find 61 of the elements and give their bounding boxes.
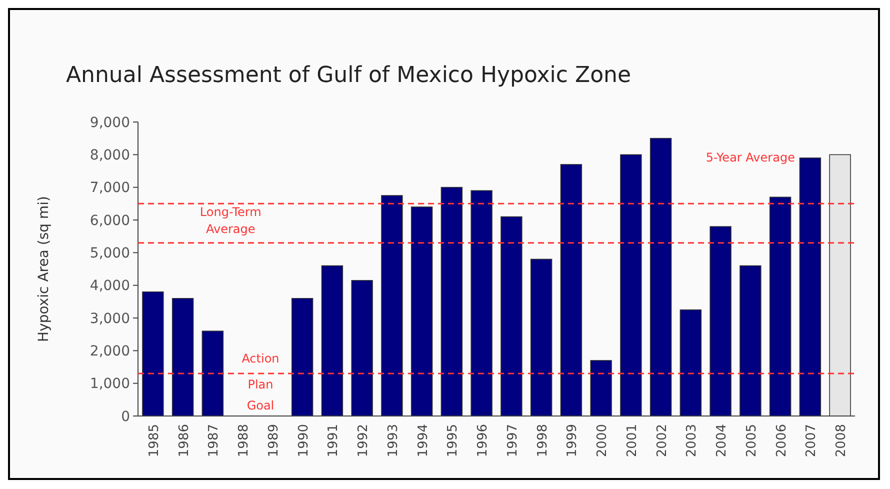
- bar: [381, 195, 403, 416]
- bar: [351, 280, 373, 416]
- x-tick-label: 2001: [624, 424, 640, 458]
- x-tick-label: 1992: [356, 424, 372, 458]
- bar: [769, 196, 792, 416]
- y-tick-label: 1,000: [90, 376, 130, 392]
- bar: [142, 291, 164, 416]
- bar: [172, 298, 194, 416]
- x-tick-label: 1998: [535, 424, 550, 458]
- bar: [740, 265, 762, 416]
- bar: [620, 154, 642, 416]
- x-tick-label: 1989: [266, 424, 282, 458]
- bar: [680, 309, 702, 416]
- x-tick-label: 2005: [744, 424, 760, 458]
- x-tick-label: 2003: [684, 424, 700, 458]
- x-tick-label: 1991: [326, 424, 342, 458]
- x-tick-label: 1997: [505, 424, 520, 458]
- bar: [710, 226, 732, 416]
- bar: [321, 265, 344, 416]
- x-tick-label: 1988: [236, 424, 252, 458]
- bar: [410, 206, 433, 416]
- ref-line-label: Action Plan Goal: [242, 352, 280, 413]
- x-tick-label: 1996: [476, 424, 491, 458]
- y-tick-label: 2,000: [90, 344, 130, 360]
- chart-title: Annual Assessment of Gulf of Mexico Hypoxic Zone: [66, 63, 632, 88]
- bar: [650, 138, 672, 416]
- bar: [500, 216, 522, 416]
- bar: [590, 360, 612, 416]
- x-tick-label: 1999: [565, 424, 580, 458]
- x-tick-label: 1993: [386, 424, 401, 458]
- x-tick-label: 1987: [206, 424, 222, 458]
- x-tick-label: 1994: [416, 424, 431, 458]
- y-tick-label: 9,000: [90, 114, 130, 131]
- x-tick-label: 1985: [146, 424, 162, 458]
- x-tick-label: 1990: [296, 424, 312, 458]
- y-tick-label: 6,000: [90, 212, 130, 229]
- y-tick-label: 7,000: [90, 180, 130, 196]
- y-tick-label: 0: [121, 408, 130, 425]
- bar: [560, 164, 582, 416]
- bar: [291, 298, 314, 416]
- bar: [440, 186, 463, 416]
- bar: [799, 158, 822, 416]
- bar: [202, 330, 224, 416]
- x-tick-label: 1995: [446, 424, 461, 458]
- x-tick-label: 2007: [804, 424, 820, 458]
- y-axis-title: Hypoxic Area (sq mi): [36, 196, 52, 342]
- bar: [470, 190, 492, 416]
- y-tick-label: 8,000: [90, 148, 130, 164]
- y-tick-label: 4,000: [90, 278, 130, 294]
- x-tick-label: 2000: [595, 424, 610, 458]
- x-tick-label: 1986: [176, 424, 192, 458]
- ref-line-label: Long-Term Average: [200, 204, 262, 236]
- bar: [829, 154, 851, 416]
- y-tick-label: 5,000: [90, 246, 130, 262]
- x-tick-label: 2006: [774, 424, 790, 458]
- ref-line-label: 5-Year Average: [706, 150, 795, 165]
- bar: [530, 258, 552, 416]
- x-tick-label: 2004: [714, 424, 730, 458]
- x-tick-label: 2008: [834, 424, 850, 458]
- x-tick-label: 2002: [654, 424, 670, 458]
- y-tick-label: 3,000: [90, 310, 130, 327]
